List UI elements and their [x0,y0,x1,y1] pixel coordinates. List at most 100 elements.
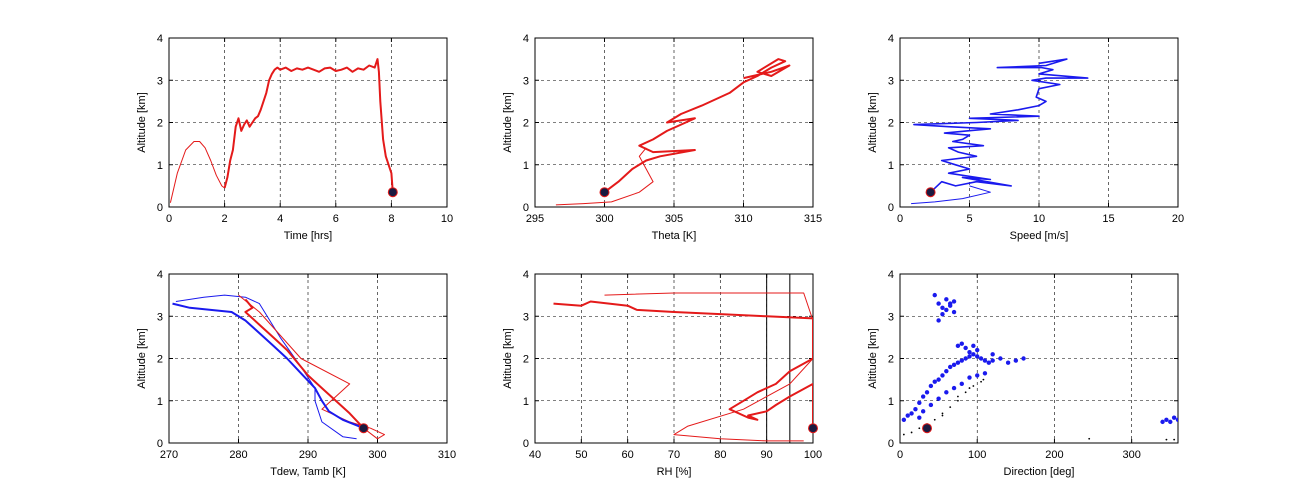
x-tick-label: 0 [166,213,172,225]
data-point [947,303,953,308]
data-point [951,309,957,315]
y-tick-label: 2 [888,118,894,130]
x-tick-label: 20 [1172,213,1184,225]
data-point [963,345,968,351]
data-point [917,415,922,420]
y-tick-label: 2 [157,118,163,130]
series-line [555,147,654,206]
x-tick-label: 6 [333,213,339,225]
y-tick-label: 3 [888,75,894,87]
x-axis-label: Speed [m/s] [1010,230,1069,242]
data-point [959,358,964,363]
y-tick-label: 0 [523,438,529,450]
y-tick-label: 3 [157,311,163,323]
x-axis-label: Tdew, Tamb [K] [270,466,346,478]
x-axis-label: Time [hrs] [284,230,333,242]
series-line [604,292,813,442]
current-position-marker [358,423,369,434]
data-point [990,352,995,357]
data-point [944,368,949,374]
x-tick-label: 200 [1045,449,1063,461]
data-point [1175,417,1178,422]
panel-rh: 40 50 60 70 80 90 100 0 1 2 3 4 RH [%] Altitude [km] [502,269,822,478]
data-point [1165,438,1168,441]
y-axis-label: Altitude [km] [867,328,879,389]
data-point [944,390,949,395]
data-point [951,299,957,304]
y-tick-label: 4 [523,269,529,281]
data-point [936,377,941,382]
data-point [955,360,961,365]
y-tick-label: 4 [888,33,894,45]
data-point [940,311,945,317]
x-tick-label: 310 [734,213,752,225]
data-point [901,417,907,422]
x-tick-label: 290 [299,449,317,461]
y-tick-label: 3 [523,311,529,323]
series-layer [172,294,385,440]
data-point [972,385,975,387]
x-tick-label: 295 [526,213,544,225]
data-point [918,427,921,430]
x-tick-label: 300 [1122,449,1140,461]
data-point [959,381,964,387]
data-point [980,380,982,383]
data-point [982,371,988,376]
y-tick-label: 3 [888,311,894,323]
y-tick-label: 2 [888,354,894,366]
data-point [928,402,934,408]
data-point [951,385,957,391]
data-point [924,390,930,395]
data-point [910,431,913,434]
panel-speed: 0 5 10 15 20 0 1 2 3 4 Speed [m/s] Altitude [km] [867,33,1184,242]
y-tick-label: 3 [157,75,163,87]
y-tick-label: 1 [157,160,163,172]
data-point [944,307,949,313]
y-axis-label: Altitude [km] [136,328,148,389]
series-layer [553,292,813,442]
x-tick-label: 100 [804,449,822,461]
x-tick-label: 300 [595,213,613,225]
y-tick-label: 1 [157,396,163,408]
series-line [913,58,1089,193]
data-point [1173,438,1176,441]
series-line [553,300,813,429]
data-point [1005,360,1011,365]
y-tick-label: 1 [888,396,894,408]
x-axis-label: Direction [deg] [1004,466,1075,478]
data-point [951,362,957,368]
data-point [932,379,937,384]
series-line [911,185,991,205]
series-layer [901,292,1178,441]
y-tick-label: 4 [888,269,894,281]
x-tick-label: 310 [438,449,456,461]
data-point [941,412,944,415]
data-point [936,301,941,306]
y-tick-label: 1 [523,396,529,408]
data-point [1013,358,1019,363]
data-point [968,387,971,389]
data-point [913,407,918,412]
data-point [982,378,985,381]
data-point [967,349,972,355]
series-line [169,141,225,203]
y-tick-label: 2 [157,354,163,366]
data-point [940,373,945,378]
y-tick-label: 4 [523,33,529,45]
y-tick-label: 2 [523,354,529,366]
y-axis-label: Altitude [km] [867,92,879,153]
data-point [936,318,941,323]
data-point [940,305,945,310]
series-line [244,298,365,429]
x-tick-label: 2 [222,213,228,225]
x-tick-label: 15 [1102,213,1114,225]
data-point [936,396,941,401]
x-tick-label: 4 [277,213,283,225]
data-point [905,413,910,418]
current-position-marker [599,187,610,198]
data-point [920,409,926,414]
x-tick-label: 80 [714,449,726,461]
data-point [959,341,964,346]
series-line [603,58,791,193]
data-point [902,433,905,436]
